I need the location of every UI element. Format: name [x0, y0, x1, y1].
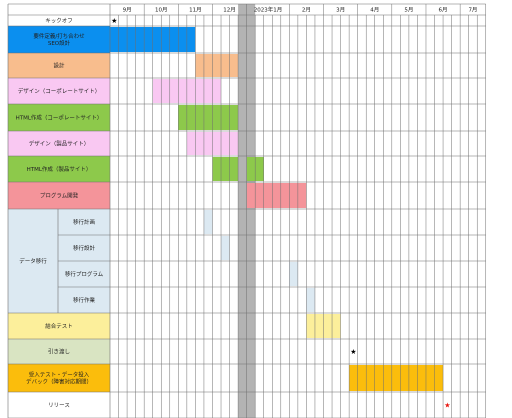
task-label: HTML作成（コーポレートサイト） — [16, 114, 103, 122]
task-label: 移行設計 — [73, 244, 96, 252]
task-bar — [221, 236, 230, 260]
task-bar — [212, 157, 239, 181]
task-bar — [178, 105, 239, 130]
label-cell — [8, 182, 110, 209]
month-label: 2023年1月 — [254, 6, 283, 14]
label-cell — [8, 53, 110, 78]
month-label: 9月 — [123, 7, 132, 14]
task-bar — [203, 210, 213, 234]
group-label: データ移行 — [19, 257, 47, 265]
month-label: 5月 — [404, 7, 413, 14]
label-cell — [8, 392, 110, 418]
task-label: 移行作業 — [73, 296, 96, 304]
task-label: 設計 — [53, 62, 65, 70]
label-cell — [8, 78, 110, 104]
task-bar — [195, 54, 239, 77]
label-cell — [58, 209, 110, 235]
label-cell — [58, 235, 110, 261]
month-labels: 9月 10月 11月 12月 2023年1月 2月 3月 4月 5月 6月 7月 — [123, 6, 478, 14]
task-label: 移行計画 — [73, 218, 95, 226]
month-label: 6月 — [439, 7, 448, 14]
task-bar — [349, 365, 444, 391]
month-label: 12月 — [223, 7, 236, 14]
task-bar — [246, 183, 307, 208]
month-label: 11月 — [189, 7, 202, 14]
label-cell — [58, 287, 110, 313]
task-label: デザイン（コーポレートサイト） — [18, 87, 101, 95]
label-cell — [8, 313, 110, 339]
task-label: 移行プログラム — [65, 270, 104, 278]
group-cell — [8, 209, 58, 313]
label-cell — [8, 26, 110, 53]
label-cell — [8, 156, 110, 182]
month-label: 2月 — [302, 7, 311, 14]
label-cell — [58, 261, 110, 287]
task-label: デザイン（製品サイト） — [29, 140, 90, 148]
milestone-star: ★ — [111, 17, 117, 25]
task-bar — [306, 288, 315, 312]
label-cell — [8, 131, 110, 156]
task-label: プログラム開発 — [40, 192, 79, 200]
month-label: 10月 — [155, 7, 168, 14]
label-cell — [8, 364, 110, 392]
task-label: HTML作成（製品サイト） — [27, 165, 92, 173]
milestone-star: ★ — [444, 402, 450, 410]
task-bar — [289, 262, 298, 286]
task-label: リリース — [48, 402, 70, 409]
label-cell — [8, 339, 110, 364]
task-label: 要件定義/打ち合わせ SEO設計 — [33, 32, 85, 47]
month-label: 7月 — [468, 7, 477, 14]
task-label: 引き渡し — [48, 348, 70, 356]
milestone-star: ★ — [350, 348, 356, 356]
task-label: 受入テスト・データ投入デバック（障害対応期間） — [26, 371, 92, 386]
task-label: キックオフ — [45, 18, 73, 25]
grid-lines — [7, 3, 487, 418]
milestones: ★ ★ ★ — [111, 17, 450, 410]
month-label: 3月 — [336, 7, 345, 14]
month-label: 4月 — [370, 7, 379, 14]
label-cell — [8, 15, 110, 26]
row-fills — [8, 15, 110, 418]
label-cell — [8, 104, 110, 131]
task-label: 結合テスト — [45, 322, 73, 330]
